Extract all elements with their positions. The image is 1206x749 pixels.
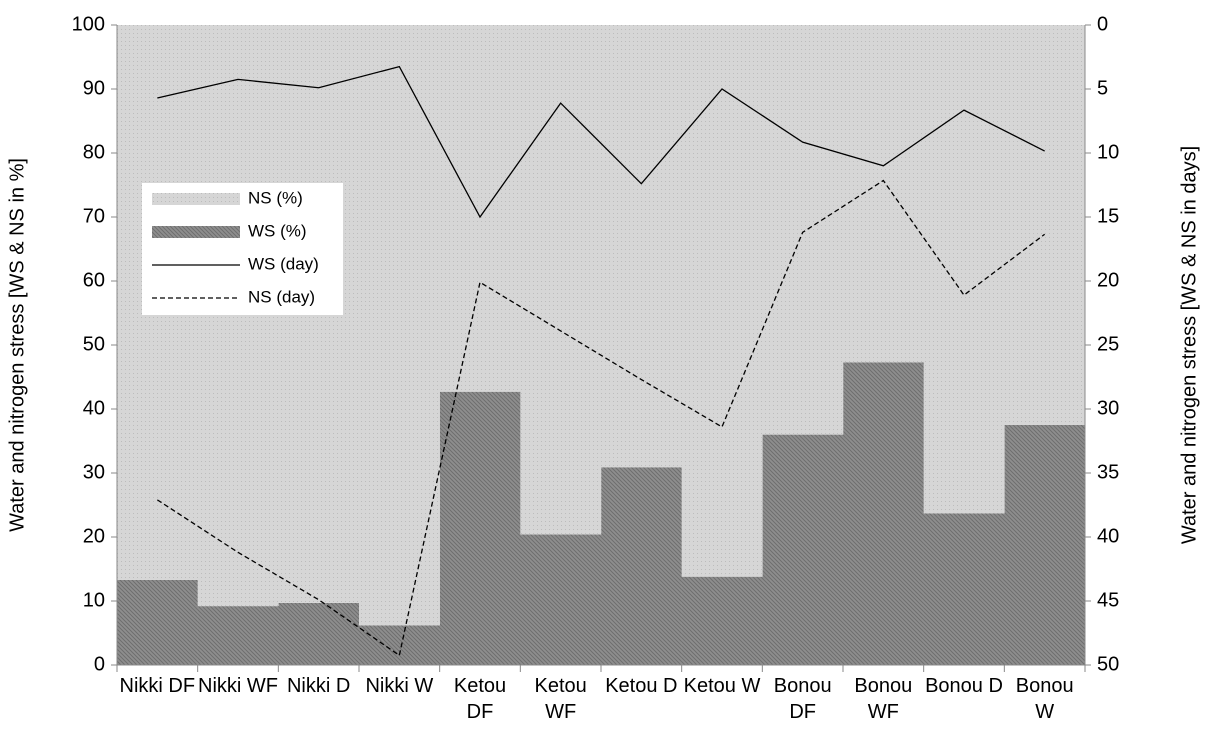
bar-segment [278, 602, 360, 665]
bar-segment [359, 625, 440, 665]
y2-tick-label: 30 [1097, 397, 1119, 419]
y-axis-title: Water and nitrogen stress [WS & NS in %] [6, 158, 28, 532]
y-tick-label: 50 [83, 333, 105, 355]
y-tick-label: 30 [83, 461, 105, 483]
y2-tick-label: 15 [1097, 205, 1119, 227]
y2-tick-label: 20 [1097, 269, 1119, 291]
bar-segment [601, 467, 682, 665]
bar-segment [762, 434, 844, 665]
bar-segment [843, 25, 924, 363]
y2-tick-label: 5 [1097, 77, 1108, 99]
y-tick-label: 90 [83, 77, 105, 99]
bar-segment [681, 576, 763, 665]
legend-label: WS (day) [248, 254, 319, 273]
bar-segment [762, 25, 844, 435]
y2-tick-label: 10 [1097, 141, 1119, 163]
legend-swatch [152, 193, 240, 205]
y2-tick-label: 45 [1097, 589, 1119, 611]
line-series [156, 179, 1046, 657]
bar-segment [439, 25, 521, 392]
x-tick-label: Ketou WF [534, 675, 587, 723]
x-tick-label: Bonou WF [854, 675, 913, 723]
y-tick-label: 10 [83, 589, 105, 611]
y-tick-label: 60 [83, 269, 105, 291]
y-tick-label: 20 [83, 525, 105, 547]
x-tick-label: Nikki DF [119, 675, 196, 697]
x-tick-label: Nikki D [286, 675, 351, 697]
x-tick-label: Bonou D [925, 675, 1003, 697]
x-tick-label: Ketou D [605, 675, 678, 697]
bar-segment [601, 25, 682, 468]
bar-segment [197, 25, 279, 607]
legend-label: NS (day) [248, 287, 315, 306]
y-tick-label: 40 [83, 397, 105, 419]
bar-segment [843, 362, 924, 665]
bar-segment [439, 391, 521, 665]
bar-segment [1004, 425, 1086, 665]
bar-segment [1004, 25, 1086, 425]
bar-segment [520, 534, 602, 665]
y-tick-label: 0 [94, 653, 105, 675]
y2-axis-title: Water and nitrogen stress [WS & NS in da… [1178, 146, 1200, 544]
legend-label: WS (%) [248, 221, 307, 240]
x-tick-label: Bonou DF [773, 675, 832, 723]
bar-segment [197, 606, 279, 665]
y2-tick-label: 0 [1097, 13, 1108, 35]
y-tick-label: 70 [83, 205, 105, 227]
y-tick-label: 100 [72, 13, 105, 35]
x-tick-label: Nikki W [365, 675, 434, 697]
y2-tick-label: 35 [1097, 461, 1119, 483]
bar-segment [117, 579, 198, 665]
x-tick-label: Ketou W [683, 675, 761, 697]
line-series [157, 65, 1045, 219]
y2-tick-label: 50 [1097, 653, 1119, 675]
x-tick-label: Ketou DF [453, 675, 507, 723]
y-tick-label: 80 [83, 141, 105, 163]
x-tick-label: Bonou W [1015, 675, 1074, 723]
bar-segment [359, 25, 440, 626]
legend-swatch [152, 226, 240, 238]
bar-segment [923, 513, 1005, 665]
y2-tick-label: 40 [1097, 525, 1119, 547]
x-tick-label: Nikki WF [198, 675, 278, 697]
legend-label: NS (%) [248, 188, 303, 207]
y2-tick-label: 25 [1097, 333, 1119, 355]
bar-segment [923, 25, 1005, 514]
bar-segment [681, 25, 763, 577]
bar-segment [520, 25, 602, 535]
